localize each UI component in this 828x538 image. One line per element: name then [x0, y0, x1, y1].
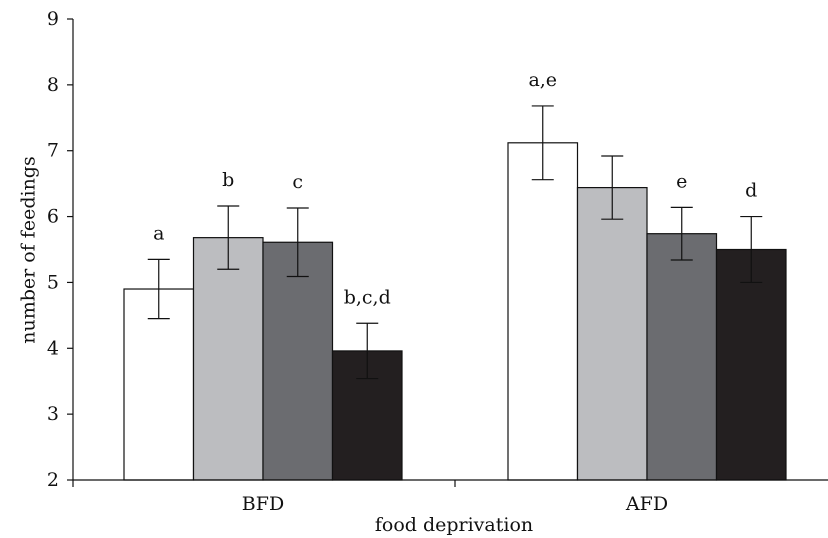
significance-label: b,c,d	[344, 286, 391, 308]
y-tick-label: 5	[47, 271, 59, 293]
y-axis: 2 3 4 5 6 7 8 9	[47, 8, 74, 491]
x-axis-title: food deprivation	[375, 514, 533, 536]
bar	[646, 233, 718, 481]
x-category-label: AFD	[625, 493, 668, 515]
y-tick-label: 6	[47, 206, 59, 228]
significance-label: c	[292, 171, 303, 193]
y-tick-label: 4	[47, 337, 59, 359]
bar	[262, 241, 334, 481]
significance-label: a	[153, 222, 164, 244]
bar	[715, 248, 787, 481]
bar	[192, 237, 264, 481]
significance-label: e	[676, 170, 687, 192]
y-tick-label: 8	[47, 74, 59, 96]
bar	[123, 288, 195, 481]
x-axis: BFD AFD	[72, 479, 828, 515]
significance-label: a,e	[528, 69, 557, 91]
y-tick-label: 3	[47, 403, 59, 425]
y-tick-label: 7	[47, 140, 59, 162]
y-axis-title: number of feedings	[18, 156, 40, 343]
significance-labels-layer: a a,e b c e b,c,d d	[153, 69, 757, 308]
y-tick-label: 2	[47, 469, 59, 491]
bar	[576, 186, 648, 481]
x-category-label: BFD	[242, 493, 284, 515]
x-ticks: BFD AFD	[72, 480, 668, 515]
plot-area: a a,e b c e b,c,d d	[123, 69, 787, 481]
bars-layer	[123, 142, 787, 481]
y-tick-label: 9	[47, 8, 59, 30]
error-bars-layer	[147, 105, 763, 380]
significance-label: d	[745, 180, 757, 202]
bar	[507, 142, 579, 481]
significance-label: b	[222, 169, 234, 191]
y-ticks: 2 3 4 5 6 7 8 9	[47, 8, 73, 491]
